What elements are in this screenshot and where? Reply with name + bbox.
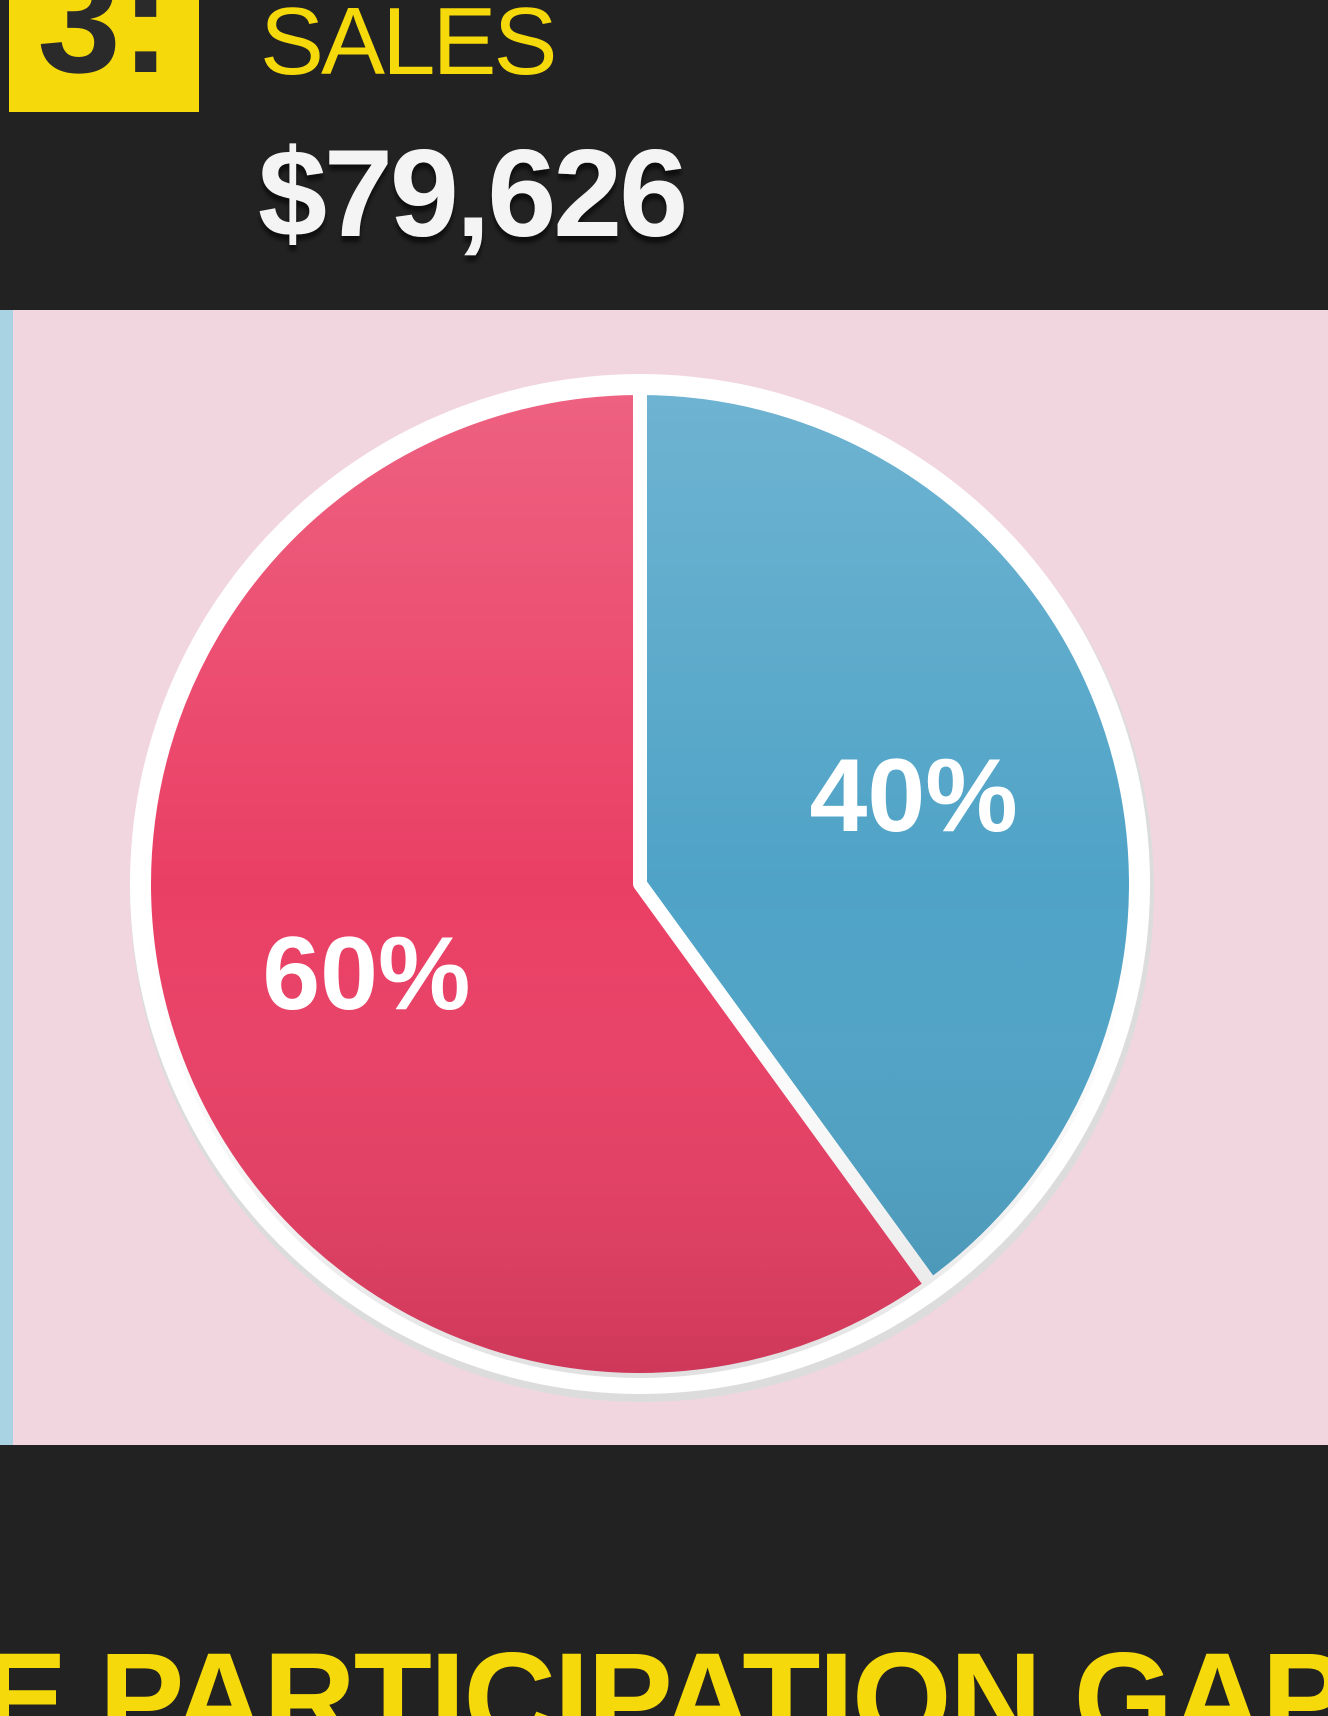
chart-title: SALES xyxy=(260,0,555,95)
footer-text: E PARTICIPATION GAP. xyxy=(0,1627,1328,1716)
header-band xyxy=(0,0,1328,310)
pie: 40% 60% xyxy=(137,381,1143,1387)
slice-label: 60% xyxy=(262,916,470,1032)
badge-box xyxy=(9,0,199,112)
badge: 3: xyxy=(37,0,170,104)
slice-label: 40% xyxy=(810,738,1018,854)
side-strip xyxy=(0,310,13,1445)
chart-subtitle: $79,626 xyxy=(258,125,685,263)
footer-band xyxy=(0,1445,1328,1716)
